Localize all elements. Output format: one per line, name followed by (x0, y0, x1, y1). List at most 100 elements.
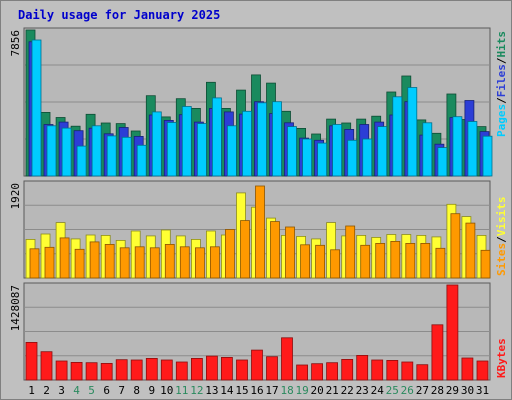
bar-pages-day-29 (452, 116, 463, 177)
bar-sites-day-27 (420, 242, 431, 279)
bar-sites-day-15 (240, 220, 250, 279)
bar-pages-day-9 (151, 111, 162, 177)
x-tick-label: 16 (250, 384, 263, 397)
x-tick-label: 14 (220, 384, 234, 397)
x-tick-label: 28 (431, 384, 444, 397)
bar-sites-day-26 (405, 242, 416, 279)
y-max-label: 1428087 (9, 285, 22, 331)
bar-pages-day-17 (272, 101, 282, 177)
bar-sites-day-8 (134, 246, 145, 279)
x-tick-label: 1 (28, 384, 35, 397)
y-max-label: 1920 (9, 183, 22, 210)
bar-sites-day-18 (285, 226, 295, 279)
legend-sites: Sites (495, 243, 508, 276)
x-tick-label: 10 (160, 384, 173, 397)
x-tick-label: 13 (205, 384, 218, 397)
bar-sites-day-9 (149, 247, 160, 279)
bar-sites-day-1 (29, 248, 40, 279)
legend-separator: / (495, 236, 508, 243)
bar-sites-day-14 (224, 229, 235, 279)
y-max-label: 7856 (9, 30, 22, 57)
x-tick-label: 29 (446, 384, 459, 397)
x-tick-label: 25 (386, 384, 399, 397)
legend-pages: Pages (495, 104, 508, 137)
bar-kbytes-day-2 (40, 351, 53, 381)
bar-kbytes-day-3 (55, 360, 68, 381)
bar-sites-day-23 (360, 244, 371, 279)
bar-kbytes-day-7 (115, 359, 128, 381)
bar-pages-day-4 (76, 145, 87, 177)
x-tick-label: 21 (326, 384, 339, 397)
bar-kbytes-day-28 (431, 324, 444, 381)
x-tick-label: 8 (133, 384, 140, 397)
bar-kbytes-day-18 (281, 337, 293, 381)
x-tick-label: 20 (310, 384, 323, 397)
bar-pages-day-15 (242, 110, 252, 177)
bar-kbytes-day-31 (476, 360, 489, 381)
bar-pages-day-20 (317, 142, 328, 177)
x-tick-label: 27 (416, 384, 429, 397)
bar-sites-day-13 (209, 246, 220, 279)
bar-sites-day-11 (179, 246, 190, 279)
legend-hits: Hits (495, 31, 508, 58)
bar-sites-day-30 (465, 222, 476, 279)
bar-pages-day-24 (377, 126, 388, 177)
bar-sites-day-28 (435, 247, 446, 279)
bar-pages-day-28 (437, 147, 448, 177)
bar-kbytes-day-9 (145, 357, 158, 381)
chart-title: Daily usage for January 2025 (18, 8, 220, 22)
bar-kbytes-day-6 (100, 362, 113, 381)
bar-pages-day-8 (136, 144, 147, 177)
bar-pages-day-7 (121, 136, 132, 177)
legend-visits-sites: Sites/Visits (495, 197, 508, 277)
x-tick-label: 19 (295, 384, 308, 397)
bar-pages-day-13 (211, 97, 222, 177)
legend-files: Files (495, 64, 508, 97)
x-tick-label: 7 (118, 384, 125, 397)
bar-pages-day-14 (226, 125, 237, 177)
bar-kbytes-day-22 (341, 358, 354, 381)
x-tick-label: 26 (401, 384, 414, 397)
bar-pages-day-10 (166, 122, 177, 177)
bar-kbytes-day-5 (85, 362, 98, 381)
bar-sites-day-12 (194, 247, 205, 279)
bar-kbytes-day-8 (130, 359, 143, 381)
bar-kbytes-day-29 (446, 284, 459, 381)
bar-sites-day-3 (59, 237, 70, 279)
bar-kbytes-day-13 (205, 355, 218, 381)
legend-separator: / (495, 97, 508, 104)
bar-sites-day-24 (375, 242, 386, 279)
bar-kbytes-day-12 (190, 357, 203, 381)
bar-kbytes-day-26 (401, 361, 414, 381)
bar-kbytes-day-19 (296, 364, 309, 381)
bar-sites-day-20 (315, 244, 326, 279)
bar-sites-day-6 (104, 243, 115, 279)
bar-kbytes-day-27 (416, 364, 429, 381)
bar-sites-day-21 (330, 249, 341, 279)
x-tick-label: 12 (190, 384, 203, 397)
bar-pages-day-26 (407, 87, 418, 177)
bar-kbytes-day-4 (70, 361, 83, 381)
bar-pages-day-5 (91, 125, 102, 177)
x-tick-label: 15 (235, 384, 248, 397)
bar-kbytes-day-20 (311, 363, 324, 381)
bar-sites-day-19 (300, 244, 311, 279)
bar-pages-day-22 (347, 139, 358, 177)
bar-kbytes-day-15 (236, 359, 248, 381)
x-tick-label: 6 (103, 384, 110, 397)
legend-kbytes: KBytes (495, 338, 508, 378)
bar-pages-day-11 (181, 106, 192, 177)
bar-pages-day-21 (332, 124, 343, 177)
bar-pages-day-12 (196, 123, 207, 177)
bar-pages-day-6 (106, 135, 117, 177)
x-tick-label: 5 (88, 384, 95, 397)
bar-sites-day-2 (44, 246, 55, 279)
bar-kbytes-day-1 (25, 341, 38, 381)
legend-kbytes: KBytes (495, 338, 508, 378)
x-tick-label: 24 (371, 384, 385, 397)
bar-pages-day-23 (362, 138, 373, 177)
bar-kbytes-day-16 (251, 349, 263, 381)
bar-kbytes-day-14 (220, 356, 233, 381)
bar-kbytes-day-24 (371, 359, 384, 381)
